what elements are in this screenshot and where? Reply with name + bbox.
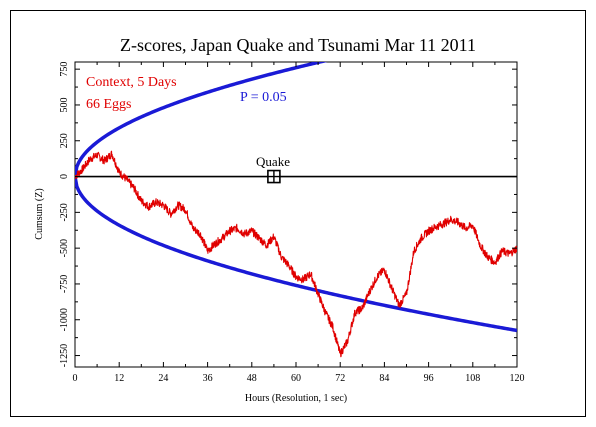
p-value-annotation: P = 0.05 (240, 90, 287, 105)
y-tick-label: 750 (59, 62, 70, 77)
x-tick-label: 48 (247, 373, 257, 384)
x-tick-label: 120 (510, 373, 525, 384)
x-tick-label: 60 (291, 373, 301, 384)
event-marker (267, 169, 281, 184)
y-tick-label: -750 (59, 275, 70, 293)
x-tick-label: 36 (203, 373, 213, 384)
x-axis: 0 12 24 36 48 60 72 84 96 108 120 (73, 62, 525, 384)
envelope-lower-line (75, 176, 517, 333)
eggs-annotation: 66 Eggs (86, 97, 132, 112)
chart-frame (10, 10, 586, 417)
y-axis-label: Cumsum (Z) (34, 188, 45, 239)
plot-content (75, 62, 517, 358)
context-annotation: Context, 5 Days (86, 75, 177, 90)
x-tick-label: 24 (158, 373, 168, 384)
x-axis-label: Hours (Resolution, 1 sec) (245, 393, 347, 404)
event-label: Quake (256, 154, 290, 169)
x-tick-label: 96 (424, 373, 434, 384)
chart-title: Z-scores, Japan Quake and Tsunami Mar 11… (120, 35, 476, 55)
y-axis: 750 500 250 0 -250 -500 -750 -1000 -1250 (59, 62, 517, 367)
y-tick-label: 250 (59, 133, 70, 148)
y-tick-label: -1000 (59, 308, 70, 331)
y-tick-label: -250 (59, 203, 70, 221)
y-tick-label: -500 (59, 239, 70, 257)
envelope-upper-line (75, 62, 328, 177)
x-tick-label: 108 (465, 373, 480, 384)
plot-area (74, 61, 518, 368)
y-tick-label: -1250 (59, 344, 70, 367)
y-tick-label: 500 (59, 97, 70, 112)
x-tick-label: 72 (335, 373, 345, 384)
x-tick-label: 0 (73, 373, 78, 384)
x-tick-label: 84 (379, 373, 389, 384)
cumsum-series-line (75, 150, 517, 358)
y-tick-label: 0 (59, 174, 70, 179)
x-tick-label: 12 (114, 373, 124, 384)
